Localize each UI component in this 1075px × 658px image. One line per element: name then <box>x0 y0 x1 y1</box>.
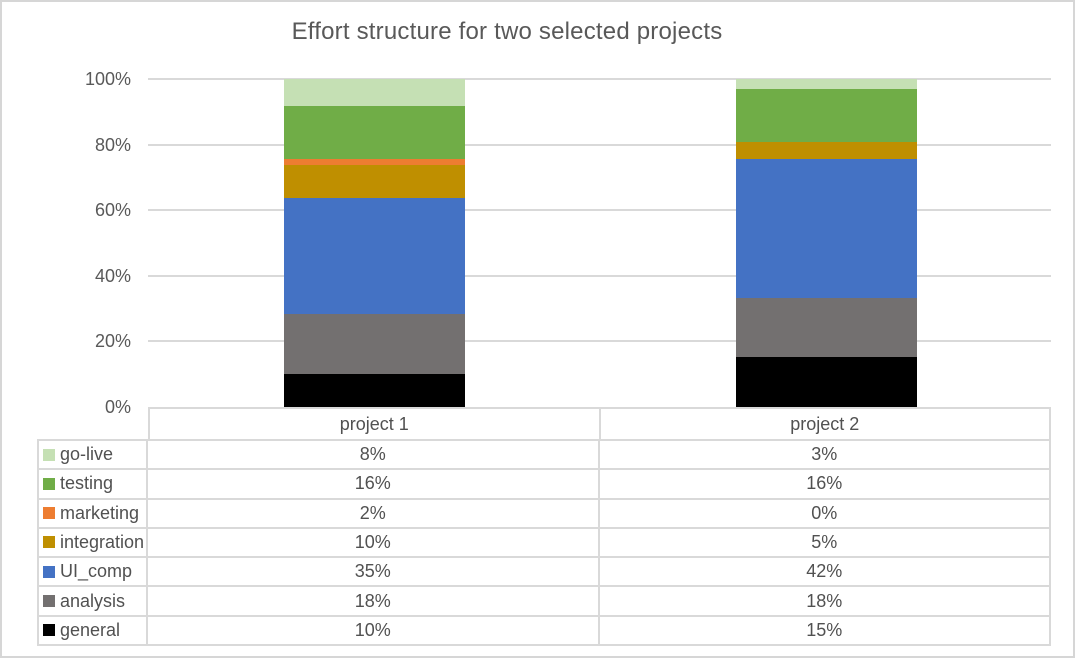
gridline-20 <box>148 340 1051 343</box>
data-table-row-integration: integration 10% 5% <box>39 528 1049 559</box>
data-table-row-UI_comp: UI_comp 35% 42% <box>39 558 1049 588</box>
legend-swatch-go-live <box>43 448 55 461</box>
stacked-bar-project-2 <box>736 79 917 407</box>
data-table-value-cell: 16% <box>148 470 600 498</box>
data-table-header-row: project 1 project 2 <box>148 407 1051 439</box>
legend-label: integration <box>60 531 145 552</box>
gridline-60 <box>148 209 1051 212</box>
bar-segment-UI_comp <box>284 198 465 315</box>
legend-key-testing: testing <box>39 470 148 498</box>
bar-segment-integration <box>736 141 917 159</box>
data-table-value-cell: 0% <box>811 502 838 523</box>
bar-segment-UI_comp <box>736 158 917 298</box>
stacked-bar-project-1 <box>284 79 465 407</box>
data-table-value-cell: 8% <box>148 441 600 469</box>
data-table-row-testing: testing 16% 16% <box>39 470 1049 500</box>
legend-swatch-analysis <box>43 595 55 608</box>
data-table-value-cell: 18% <box>806 590 843 611</box>
data-table-row-general: general 10% 15% <box>39 616 1049 644</box>
legend-key-general: general <box>39 616 148 644</box>
legend-swatch-general <box>43 624 55 637</box>
gridline-40 <box>148 274 1051 277</box>
bar-segment-go-live <box>736 79 917 89</box>
legend-label: general <box>60 619 121 640</box>
data-table-value-cell: 42% <box>806 561 843 582</box>
bar-segment-testing <box>736 88 917 142</box>
data-table-value-cell: 2% <box>148 499 600 527</box>
data-table-value-cell: 35% <box>148 558 600 586</box>
y-axis-tick-label: 0% <box>104 397 131 417</box>
bar-segment-go-live <box>284 79 465 106</box>
legend-swatch-testing <box>43 477 55 490</box>
legend-key-integration: integration <box>39 528 148 557</box>
legend-label: go-live <box>60 444 114 465</box>
chart-title: Effort structure for two selected projec… <box>291 18 723 45</box>
y-axis-tick-label: 100% <box>84 69 131 89</box>
y-axis-tick-label: 20% <box>94 331 131 352</box>
data-table-value-cell: 3% <box>811 444 838 465</box>
legend-label: testing <box>60 473 114 494</box>
legend-key-UI_comp: UI_comp <box>39 558 148 586</box>
y-axis-tick-label: 80% <box>94 134 131 155</box>
data-table-value-cell: 10% <box>148 616 600 644</box>
data-table-value-cell: 5% <box>811 531 838 552</box>
y-axis-tick-label: 40% <box>94 265 131 286</box>
data-table-value-cell: 16% <box>806 473 843 494</box>
bar-segment-analysis <box>736 297 917 358</box>
legend-key-go-live: go-live <box>39 441 148 469</box>
data-table-row-go-live: go-live 8% 3% <box>39 441 1049 471</box>
bar-segment-general <box>284 373 465 407</box>
data-table-body: go-live 8% 3% testing 16% 16% marketing 2% 0% int… <box>37 439 1051 646</box>
legend-label: UI_comp <box>60 561 133 582</box>
data-table-category-header: project 1 <box>150 409 601 439</box>
data-table-row-analysis: analysis 18% 18% <box>39 587 1049 617</box>
legend-swatch-UI_comp <box>43 565 55 578</box>
bar-segment-general <box>736 357 917 407</box>
legend-swatch-integration <box>43 536 55 549</box>
legend-label: marketing <box>60 502 140 523</box>
legend-key-marketing: marketing <box>39 499 148 527</box>
data-table-category-header: project 2 <box>790 413 860 434</box>
bar-segment-analysis <box>284 314 465 374</box>
legend-swatch-marketing <box>43 507 55 520</box>
bar-segment-marketing <box>284 158 465 166</box>
y-axis-tick-label: 60% <box>94 200 131 221</box>
data-table-row-marketing: marketing 2% 0% <box>39 499 1049 529</box>
legend-key-analysis: analysis <box>39 587 148 615</box>
bar-segment-integration <box>284 165 465 199</box>
data-table-value-cell: 15% <box>806 619 843 640</box>
bar-segment-testing <box>284 105 465 159</box>
legend-label: analysis <box>60 590 126 611</box>
gridline-80 <box>148 143 1051 146</box>
gridline-100 <box>148 78 1051 80</box>
data-table-value-cell: 10% <box>148 528 600 557</box>
data-table-value-cell: 18% <box>148 587 600 615</box>
